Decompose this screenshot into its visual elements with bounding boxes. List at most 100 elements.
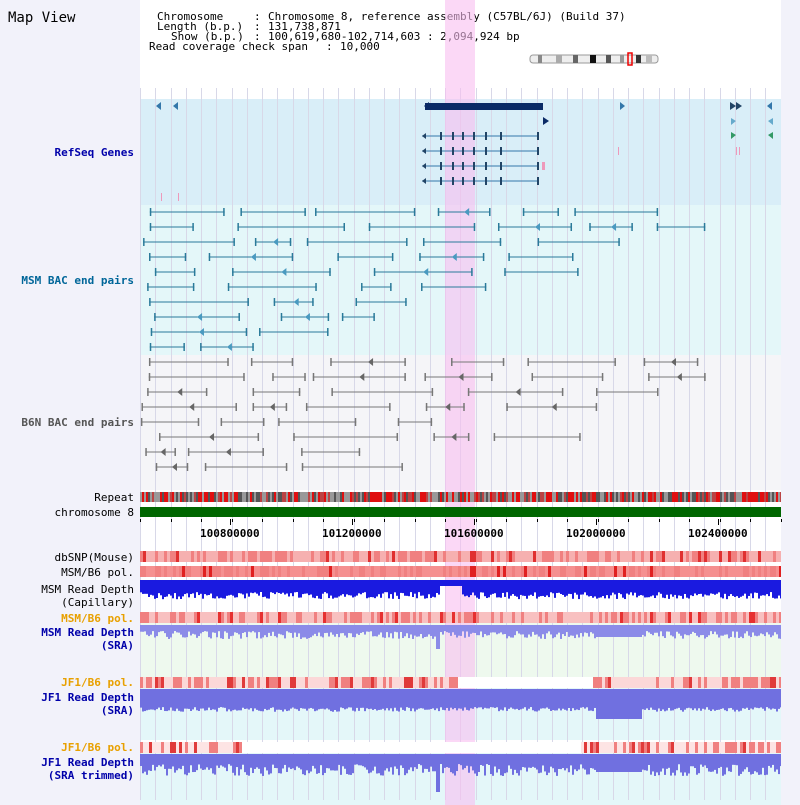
bac-end-pair[interactable]: [273, 298, 314, 306]
label-jf1-b6-pol-1[interactable]: JF1/B6 pol.: [61, 676, 134, 689]
bac-end-pair[interactable]: [527, 358, 616, 366]
bac-end-pair[interactable]: [272, 373, 306, 381]
bac-end-pair[interactable]: [159, 433, 260, 441]
bac-end-pair[interactable]: [656, 223, 706, 231]
bac-end-pair[interactable]: [419, 253, 485, 261]
b6n-bac-track[interactable]: [140, 355, 781, 490]
label-msm-b6-pol-2[interactable]: MSM/B6 pol.: [61, 612, 134, 625]
label-jf1-read-depth-sra-2[interactable]: (SRA): [100, 704, 134, 717]
msm-read-depth-sra-track[interactable]: [140, 625, 781, 651]
bac-end-pair[interactable]: [252, 403, 288, 411]
bac-end-pair[interactable]: [200, 343, 254, 351]
bac-end-pair[interactable]: [149, 298, 249, 306]
bac-end-pair[interactable]: [301, 463, 403, 471]
bac-end-pair[interactable]: [145, 448, 176, 456]
bac-end-pair[interactable]: [537, 238, 620, 246]
bac-end-pair[interactable]: [252, 388, 301, 396]
bac-end-pair[interactable]: [232, 268, 331, 276]
bac-end-pair[interactable]: [397, 418, 433, 426]
dbsnp-track[interactable]: [140, 551, 781, 562]
bac-end-pair[interactable]: [522, 208, 559, 216]
bac-end-pair[interactable]: [361, 283, 392, 291]
bac-end-pair[interactable]: [425, 403, 465, 411]
repeat-track[interactable]: [140, 492, 781, 502]
label-dbsnp[interactable]: dbSNP(Mouse): [54, 551, 134, 564]
bac-end-pair[interactable]: [208, 253, 294, 261]
label-jf1-read-depth-sra-1[interactable]: JF1 Read Depth: [41, 691, 134, 704]
label-refseq-genes[interactable]: RefSeq Genes: [54, 146, 134, 159]
bac-end-pair[interactable]: [508, 253, 574, 261]
bac-end-pair[interactable]: [373, 268, 473, 276]
bac-end-pair[interactable]: [589, 223, 633, 231]
bac-end-pair[interactable]: [150, 328, 248, 336]
bac-end-pair[interactable]: [227, 283, 317, 291]
label-msm-b6-pol-1[interactable]: MSM/B6 pol.: [61, 566, 134, 579]
bac-end-pair[interactable]: [140, 418, 200, 426]
msm-read-depth-capillary-track[interactable]: [140, 580, 781, 610]
label-b6n-bac[interactable]: B6N BAC end pairs: [21, 416, 134, 429]
bac-end-pair[interactable]: [148, 358, 229, 366]
bac-end-pair[interactable]: [424, 373, 493, 381]
bac-end-pair[interactable]: [330, 358, 406, 366]
msm-bac-track[interactable]: [140, 205, 781, 355]
bac-end-pair[interactable]: [149, 223, 194, 231]
bac-end-pair[interactable]: [143, 238, 235, 246]
bac-end-pair[interactable]: [504, 268, 579, 276]
bac-end-pair[interactable]: [531, 373, 604, 381]
label-msm-read-depth-sra-2[interactable]: (SRA): [100, 639, 134, 652]
bac-end-pair[interactable]: [305, 403, 391, 411]
bac-end-pair[interactable]: [187, 448, 264, 456]
bac-end-pair[interactable]: [306, 238, 408, 246]
chromosome-bar[interactable]: [140, 507, 781, 517]
bac-end-pair[interactable]: [155, 463, 189, 471]
jf1-b6-pol-track-2[interactable]: [140, 742, 781, 753]
bac-end-pair[interactable]: [149, 253, 187, 261]
chromosome-ideogram[interactable]: [528, 52, 660, 66]
bac-end-pair[interactable]: [149, 343, 185, 351]
bac-end-pair[interactable]: [254, 238, 292, 246]
bac-end-pair[interactable]: [204, 463, 288, 471]
label-msm-read-depth-cap-2[interactable]: (Capillary): [61, 596, 134, 609]
bac-end-pair[interactable]: [422, 238, 502, 246]
bac-end-pair[interactable]: [643, 358, 699, 366]
bac-end-pair[interactable]: [596, 388, 659, 396]
bac-end-pair[interactable]: [301, 448, 361, 456]
label-msm-read-depth-sra-1[interactable]: MSM Read Depth: [41, 626, 134, 639]
bac-end-pair[interactable]: [280, 313, 330, 321]
bac-end-pair[interactable]: [331, 388, 434, 396]
bac-end-pair[interactable]: [154, 313, 240, 321]
label-jf1-read-depth-trim-1[interactable]: JF1 Read Depth: [41, 756, 134, 769]
jf1-read-depth-trim-track[interactable]: [140, 754, 781, 794]
bac-end-pair[interactable]: [574, 208, 659, 216]
bac-end-pair[interactable]: [240, 208, 306, 216]
label-chromosome[interactable]: chromosome 8: [54, 506, 134, 519]
bac-end-pair[interactable]: [451, 358, 505, 366]
bac-end-pair[interactable]: [237, 223, 345, 231]
msm-b6-pol-track-1[interactable]: [140, 566, 781, 577]
bac-end-pair[interactable]: [149, 208, 225, 216]
bac-end-pair[interactable]: [421, 283, 487, 291]
bac-end-pair[interactable]: [293, 433, 399, 441]
refseq-gene-large[interactable]: [424, 102, 543, 110]
bac-end-pair[interactable]: [337, 253, 394, 261]
bac-end-pair[interactable]: [141, 403, 237, 411]
label-msm-bac[interactable]: MSM BAC end pairs: [21, 274, 134, 287]
label-jf1-b6-pol-2[interactable]: JF1/B6 pol.: [61, 741, 134, 754]
msm-b6-pol-track-2[interactable]: [140, 612, 781, 623]
label-msm-read-depth-cap-1[interactable]: MSM Read Depth: [41, 583, 134, 596]
selection-highlight[interactable]: [445, 0, 475, 805]
bac-end-pair[interactable]: [437, 208, 491, 216]
bac-end-pair[interactable]: [355, 298, 407, 306]
bac-end-pair[interactable]: [341, 313, 375, 321]
jf1-read-depth-sra-track[interactable]: [140, 689, 781, 719]
bac-end-pair[interactable]: [250, 358, 294, 366]
bac-end-pair[interactable]: [368, 223, 476, 231]
bac-end-pair[interactable]: [648, 373, 706, 381]
label-jf1-read-depth-trim-2[interactable]: (SRA trimmed): [47, 769, 134, 782]
bac-end-pair[interactable]: [259, 328, 329, 336]
bac-end-pair[interactable]: [493, 433, 581, 441]
bac-end-pair[interactable]: [506, 403, 598, 411]
refseq-genes-track[interactable]: [140, 99, 781, 205]
bac-end-pair[interactable]: [147, 388, 208, 396]
bac-end-pair[interactable]: [312, 373, 406, 381]
